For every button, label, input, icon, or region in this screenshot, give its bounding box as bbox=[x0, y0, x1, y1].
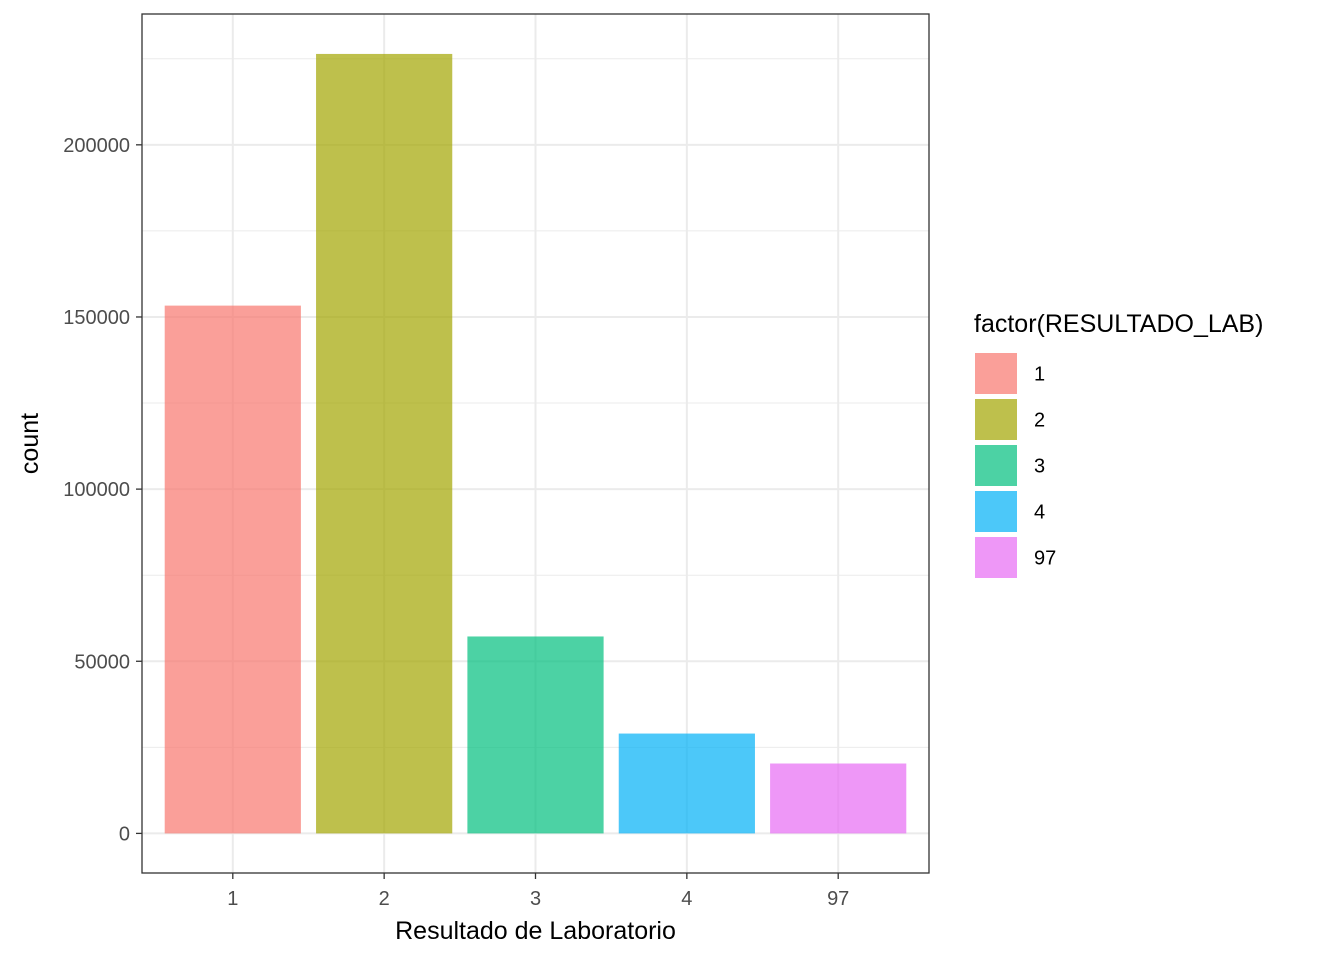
y-axis-title: count bbox=[16, 413, 44, 474]
bar-97 bbox=[770, 763, 907, 834]
x-tick-label: 97 bbox=[827, 888, 849, 910]
x-tick-label: 1 bbox=[227, 888, 238, 910]
legend-key-2 bbox=[975, 399, 1017, 440]
x-tick-label: 3 bbox=[530, 888, 541, 910]
legend-label: 3 bbox=[1034, 456, 1045, 478]
x-axis: 1 2 3 4 97 bbox=[227, 873, 849, 910]
legend-entry-2: 2 bbox=[975, 399, 1045, 440]
y-tick-label: 50000 bbox=[74, 651, 130, 673]
legend-label: 1 bbox=[1034, 364, 1045, 386]
legend-entry-3: 3 bbox=[975, 445, 1045, 486]
legend-label: 4 bbox=[1034, 502, 1045, 524]
x-tick-label: 4 bbox=[681, 888, 692, 910]
bars bbox=[164, 53, 907, 834]
y-tick-label: 150000 bbox=[63, 307, 130, 329]
legend-key-1 bbox=[975, 353, 1017, 394]
legend-key-4 bbox=[975, 491, 1017, 532]
bar-3 bbox=[467, 636, 604, 834]
y-tick-label: 200000 bbox=[63, 135, 130, 157]
legend-key-97 bbox=[975, 537, 1017, 578]
legend-entry-4: 4 bbox=[975, 491, 1045, 532]
x-axis-title: Resultado de Laboratorio bbox=[395, 917, 676, 945]
bar-4 bbox=[618, 733, 755, 834]
legend-entry-1: 1 bbox=[975, 353, 1045, 394]
legend-label: 2 bbox=[1034, 410, 1045, 432]
legend-entries: 1 2 3 4 97 bbox=[975, 353, 1056, 578]
legend: factor(RESULTADO_LAB) 1 2 3 4 97 bbox=[974, 310, 1263, 578]
y-axis: 0 50000 100000 150000 200000 bbox=[63, 135, 142, 845]
legend-label: 97 bbox=[1034, 548, 1056, 570]
legend-entry-97: 97 bbox=[975, 537, 1056, 578]
x-tick-label: 2 bbox=[379, 888, 390, 910]
y-tick-label: 100000 bbox=[63, 479, 130, 501]
legend-key-3 bbox=[975, 445, 1017, 486]
bar-2 bbox=[316, 53, 453, 834]
legend-title: factor(RESULTADO_LAB) bbox=[974, 310, 1263, 338]
y-tick-label: 0 bbox=[119, 823, 130, 845]
bar-1 bbox=[164, 305, 301, 834]
